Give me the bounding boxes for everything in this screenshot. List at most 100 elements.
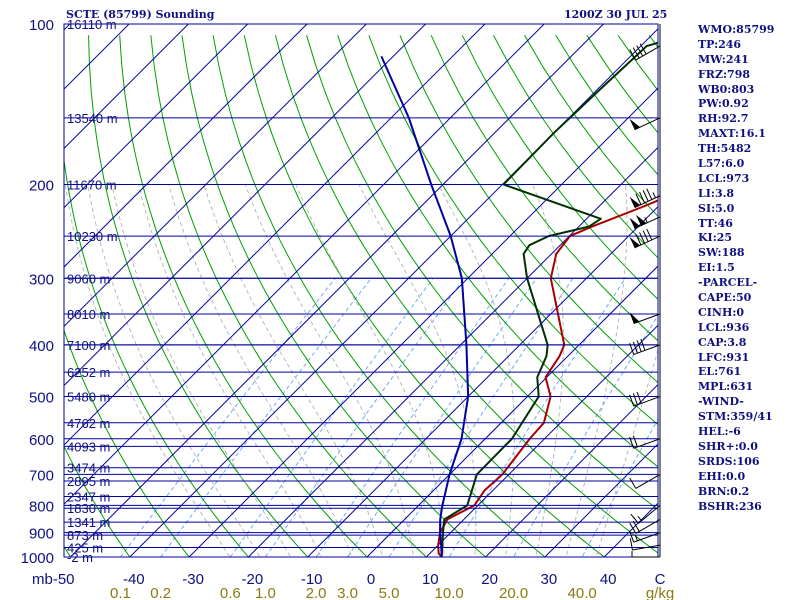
temp-tick-label: -20 <box>242 571 264 588</box>
index-item: BRN:0.2 <box>698 484 750 498</box>
isotherm <box>306 205 658 557</box>
index-item: BSHR:236 <box>698 499 762 513</box>
index-item: CINH:0 <box>698 305 745 319</box>
mixing-ratio-label: 40.0 <box>568 585 597 600</box>
mixing-ratio-line <box>346 278 537 557</box>
dry-adiabat <box>399 35 658 384</box>
pressure-tick-label: 200 <box>29 177 54 194</box>
wind-barb-flag <box>629 477 637 489</box>
wind-barb <box>629 474 661 489</box>
wind-barb <box>629 228 661 249</box>
wind-barb-pennant <box>629 118 641 130</box>
index-item: PW:0.92 <box>698 97 749 111</box>
wind-barb-flag <box>635 233 642 246</box>
mixing-ratio-label: 2.0 <box>306 585 327 600</box>
height-label: 6252 m <box>67 365 110 380</box>
wind-barb-flag <box>639 232 646 244</box>
dry-adiabat <box>368 35 658 426</box>
wind-barb <box>630 504 661 524</box>
mixing-ratio-label: 10.0 <box>435 585 464 600</box>
wind-barb-flag <box>632 393 638 405</box>
isotherm <box>64 24 368 328</box>
mixing-ratio-label: 20.0 <box>499 585 528 600</box>
wind-barb-flag <box>629 394 635 407</box>
temp-tick-label: -40 <box>123 571 145 588</box>
dry-adiabat <box>64 156 250 557</box>
mixing-ratio-line <box>119 277 336 557</box>
wind-barb-shaft <box>633 532 661 543</box>
index-item: MAXT:16.1 <box>698 127 766 141</box>
index-item: EHI:0.0 <box>698 469 746 483</box>
dry-adiabat <box>64 329 190 557</box>
wind-barb-flag <box>646 228 653 241</box>
isotherm <box>64 24 427 387</box>
wind-barb-flag <box>629 436 635 449</box>
wind-barb-flag <box>629 343 635 355</box>
wind-barb-flag <box>636 45 644 57</box>
wind-barb-flag <box>632 47 640 59</box>
index-item: MPL:631 <box>698 380 754 394</box>
isotherm <box>425 324 658 557</box>
temp-tick-label: mb-50 <box>32 571 75 588</box>
parcel-line <box>380 55 470 557</box>
wind-barb <box>629 338 661 355</box>
moist-adiabat <box>87 184 261 557</box>
dry-adiabat <box>774 35 800 568</box>
isotherm <box>64 24 486 446</box>
wind-barb <box>629 530 661 543</box>
pressure-tick-label: 600 <box>29 432 54 449</box>
mixing-ratio-line <box>513 314 658 557</box>
moist-adiabat <box>532 184 564 557</box>
wind-barb-flag <box>632 341 638 354</box>
sounding-time: 1200Z 30 JUL 25 <box>564 8 668 21</box>
plot-frame <box>63 23 659 558</box>
height-label: 2347 m <box>67 489 110 504</box>
pressure-tick-label: 400 <box>29 338 54 355</box>
height-label: 873 m <box>67 528 103 543</box>
height-label: 10230 m <box>67 229 118 244</box>
index-item: LCL:936 <box>698 320 750 334</box>
isotherm <box>69 24 605 557</box>
wind-barb-shaft <box>635 45 661 61</box>
wind-barb-shaft <box>633 344 661 355</box>
height-label: 16110 m <box>67 17 117 32</box>
wind-barb <box>629 518 661 534</box>
index-item: LCL:973 <box>698 171 750 185</box>
height-label: 7100 m <box>67 338 110 353</box>
index-item: -WIND- <box>698 395 744 409</box>
height-label: 2895 m <box>67 474 110 489</box>
height-label: 1830 m <box>67 501 110 516</box>
mixing-ratio-line <box>315 278 510 557</box>
wind-barb-half <box>644 217 648 223</box>
pressure-tick-label: 1000 <box>21 550 54 567</box>
mixing-ratio-line <box>388 278 574 557</box>
wind-barb-pennant <box>629 196 641 208</box>
wind-barb-shaft <box>638 504 661 524</box>
mixing-ratio-label: 3.0 <box>337 585 358 600</box>
wind-barb-flag <box>629 522 637 534</box>
pressure-tick-label: 700 <box>29 467 54 484</box>
height-label: 3474 m <box>67 461 110 476</box>
wind-barb-flag <box>636 391 642 404</box>
pressure-tick-label: 100 <box>29 17 54 34</box>
wind-barb-flag <box>636 340 642 352</box>
moist-adiabat <box>565 184 628 557</box>
isotherm <box>64 24 249 209</box>
moist-adiabat <box>358 184 477 557</box>
index-item: KI:25 <box>698 231 733 245</box>
dry-adiabat <box>430 35 658 342</box>
dry-adiabat <box>181 35 487 557</box>
mixing-ratio-line <box>160 278 372 557</box>
dry-adiabat <box>306 35 658 511</box>
wind-barb-pennant <box>629 217 641 229</box>
index-item: LI:3.8 <box>698 186 735 200</box>
pressure-tick-label: 900 <box>29 526 54 543</box>
index-item: CAPE:50 <box>698 291 752 305</box>
dry-adiabat <box>337 35 658 468</box>
pressure-tick-label: 500 <box>29 390 54 407</box>
mixing-ratio-label: 0.1 <box>110 585 131 600</box>
wind-barb-flag <box>640 338 646 351</box>
mixing-ratio-label: 5.0 <box>379 585 400 600</box>
dry-adiabat <box>461 35 658 300</box>
height-label: 425 m <box>67 541 103 556</box>
